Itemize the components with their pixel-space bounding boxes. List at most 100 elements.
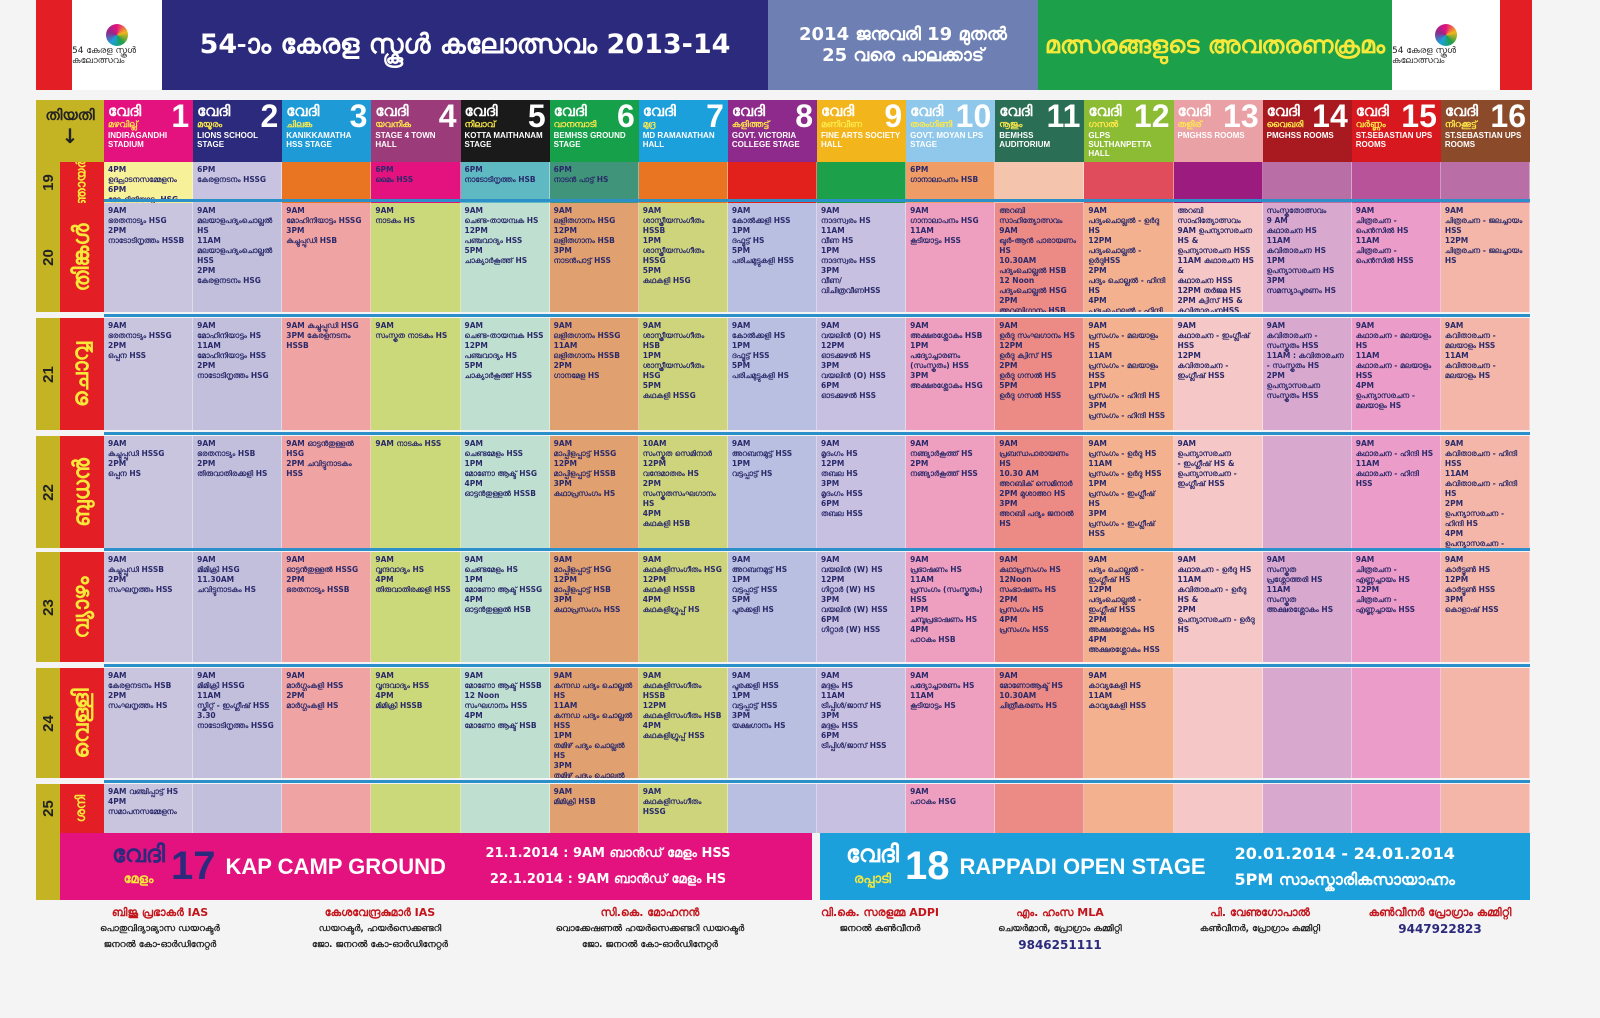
schedule-cell: 9AM പൂരക്കളി HSS 1PM വട്ടപ്പാട്ട് HSS 3PM യക്…: [727, 668, 817, 778]
dates-line-1: 2014 ജനുവരി 19 മുതൽ: [799, 24, 1007, 45]
venue-name: തരംഗിണി: [910, 120, 953, 130]
event-line: 11AM : കവിതാരചന: [1266, 351, 1344, 360]
event-line: കഥാപ്രസംഗം HS: [999, 565, 1061, 574]
event-line: ശാസ്ത്രീയസംഗീതം HSSG: [642, 246, 705, 265]
event-line: ചെണ്ട-തായമ്പക HSS: [464, 331, 544, 340]
venue-header-9: വേദി 9 മണിവീണ FINE ARTS SOCIETY HALL: [817, 100, 907, 162]
event-line: 9AM: [821, 439, 840, 448]
event-line: 9AM: [731, 671, 751, 680]
schedule-cell: 6PM കേരളനടനം HSSG: [193, 162, 283, 203]
event-line: അറബി സാഹിത്യോത്സവം: [1177, 206, 1241, 225]
event-line: മൃദംഗം HS: [821, 449, 858, 458]
schedule-cell: [460, 784, 550, 833]
credit-4: വി.കെ. സരളമ്മ ADPI ജനറൽ കൺവീനർ: [780, 905, 980, 937]
event-line: 5PM: [999, 381, 1018, 390]
venue-header-4: വേദി 4 യവനിക STAGE 4 TOWN HALL: [371, 100, 461, 162]
schedule-cell: 9AM മോണോ ആക്ട് HSSB 12 Noon സംഘഗാനം HSS 4PM മ…: [460, 668, 550, 778]
event-line: പദ്യം ചൊല്ലൽ - ഇംഗ്ലീഷ് HS: [1088, 565, 1144, 584]
schedule-cell: 9AM മലയാളപദ്യംചൊല്ലൽ HS 11AM മലയാളപദ്യംചൊല്…: [193, 203, 283, 312]
schedule-cell: 9AM വൃന്ദവാദ്യം HS 4PM തിരുവാതിരക്കളി HSS: [371, 552, 461, 662]
event-line: 12PM: [642, 701, 667, 710]
venue-word: വേദി: [112, 839, 165, 868]
schedule-cell: [817, 784, 907, 833]
event-line: 6PM: [197, 165, 216, 174]
event-line: 11AM: [1444, 351, 1469, 360]
event-line: 2PM: [1266, 371, 1285, 380]
event-line: 6PM: [821, 615, 840, 624]
event-line: കവിതാരചന - ഹിന്ദി HS: [1444, 479, 1518, 498]
event-line: കേരളനടനം HSSG: [197, 175, 267, 184]
schedule-cell: 9AM ഭരതനാട്യം HSB 2PM തിരുവാതിരക്കളി HS: [193, 436, 283, 548]
event-line: 12PM: [642, 459, 667, 468]
venue-number: 8: [795, 100, 813, 134]
schedule-cell: 9AM മോഹിനിയാട്ടം HS 11AM മോഹിനിയാട്ടം HSS 2P…: [193, 318, 283, 430]
event-line: പ്രശ്നോത്തരി HS: [1266, 575, 1323, 584]
schedule-grid: തിയതി ↓ വേദി 1 മഴവില്ല് INDIRAGANDHI STADIU…: [36, 100, 1530, 900]
event-line: 4PM: [642, 721, 661, 730]
event-line: കേരളനടനം HSB: [108, 681, 172, 690]
event-line: 9AM: [1088, 555, 1107, 564]
venue-place: ST.SEBASTIAN UPS ROOMS: [1355, 131, 1433, 149]
event-line: 11AM: [1266, 236, 1291, 245]
venue-number: 5: [527, 100, 546, 134]
event-line: കഥാരചന - ഹിന്ദി HS: [1355, 449, 1434, 458]
event-line: 1PM: [642, 236, 661, 245]
venue-place: FINE ARTS SOCIETY HALL: [821, 131, 901, 149]
day-name-label: ശനി: [74, 794, 90, 823]
venue-number: 9: [884, 100, 903, 134]
venue-name: മണിവീണ: [821, 120, 862, 130]
event-line: കഥകളിസംഗീതം HSSB: [642, 681, 702, 700]
venue-header-6: വേദി 6 വാനമ്പാടി BEMHSS GROUND STAGE: [549, 100, 639, 162]
schedule-cell: 9AM ചെണ്ട-തായമ്പക HS 12PM പഞ്ചവാദ്യം HSS 5PM…: [460, 203, 550, 312]
event-line: കഥാരചന HS: [1266, 226, 1317, 235]
schedule-cell: 9AM ഗാനാലാപനം HSG 11AM കൂടിയാട്ടം HSS: [906, 203, 996, 312]
event-line: ചിത്രരചന - പെൻസിൽ HS: [1355, 216, 1409, 235]
event-line: 11AM: [821, 226, 845, 235]
event-line: 3PM: [553, 761, 572, 770]
event-line: 1PM: [731, 341, 751, 350]
schedule-cell: 9AM കുച്ചുപ്പുഡി HSSB 2PM സംഘനൃത്തം HSS: [104, 552, 194, 662]
date-header-label: തിയതി: [45, 106, 95, 124]
event-line: 11AM: [197, 691, 221, 700]
row-separator: [104, 664, 1530, 667]
day-date-label: 19: [39, 174, 57, 191]
event-line: ചെണ്ടമേളം HS: [464, 565, 519, 574]
schedule-cell: 9AM പ്രസംഗം - മലയാളം HS 11AM പ്രസംഗം - മലയാ…: [1084, 318, 1174, 430]
event-line: - ഇംഗ്ലീഷ് HS &: [1177, 459, 1235, 468]
venue-name: നിറക്കൂട്ട്: [1444, 120, 1477, 130]
event-line: 3PM: [553, 595, 572, 604]
event-line: ശാസ്ത്രീയസംഗീതം HSSB: [642, 216, 705, 235]
event-line: 12PM: [464, 341, 488, 350]
event-line: 1PM: [821, 246, 840, 255]
event-line: 4PM: [464, 479, 483, 488]
schedule-cell: 9AM ഓട്ടൻതുള്ളൽ HSG 2PM ചവിട്ടുനാടകം HSS: [282, 436, 372, 548]
schedule-cell: 9AM കുച്ചുപ്പുഡി HSG 3PM കേരളനടനം HSSB: [282, 318, 372, 430]
event-line: സമസ്യാപൂരണം HS: [1266, 286, 1337, 295]
event-line: മാപ്പിളപ്പാട്ട് HSG: [553, 565, 612, 574]
event-line: 6PM: [821, 731, 840, 740]
event-line: കവിതാരചന - മലയാളം HSS: [1444, 331, 1496, 350]
event-line: ഉപന്യാസരചന -: [1177, 469, 1237, 478]
event-line: പ്രസംഗം HSS: [999, 625, 1049, 634]
logo-text: 54 കേരള സ്കൂൾ കലോത്സവം: [1392, 46, 1457, 66]
event-line: 9AM: [197, 555, 216, 564]
event-line: ഉർദു ക്വിസ് HS: [999, 351, 1053, 360]
schedule-cell: 9AM പ്രഭാഷണം HS 11AM പ്രസംഗം (സംസ്കൃതം) HSS…: [906, 552, 996, 662]
event-line: 11.30AM: [197, 575, 235, 584]
day-date-25: 25: [36, 784, 60, 833]
schedule-cell: 9AM കോൽക്കളി HS 1PM ദഫ്മുട്ട് HSS 5PM പരിചമുട…: [727, 318, 817, 430]
event-line: ഒപ്പന HSS: [108, 351, 147, 360]
event-line: 9AM: [910, 321, 929, 330]
schedule-cell: 9AM അറബനമുട്ട് HS 1PM വട്ടപ്പാട്ട് HSS 5PM പൂ…: [727, 552, 817, 662]
schedule-cell: 9AM കഥാരചന - മലയാളം HS 11AM കഥാരചന - മലയാളം…: [1351, 318, 1441, 430]
row-separator: [104, 548, 1530, 551]
flower-icon: [1435, 24, 1457, 46]
day-date-label: 22: [39, 483, 57, 501]
event-line: ഉപന്യാസരചന: [1177, 449, 1232, 458]
event-line: 12PM: [821, 341, 845, 350]
event-line: 6PM: [108, 185, 127, 194]
event-line: കഥകളി HSSG: [642, 391, 696, 400]
event-line: 9AM: [821, 206, 840, 215]
event-line: ഉപന്യാസരചന - ഹിന്ദി HSS: [1444, 539, 1505, 548]
